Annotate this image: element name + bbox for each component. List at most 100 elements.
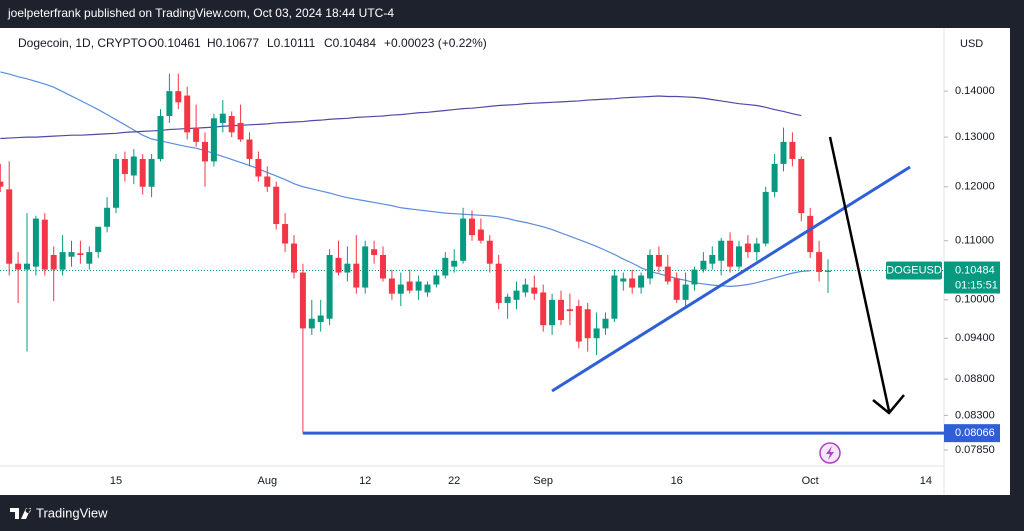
- candle-body: [566, 309, 573, 312]
- candle-body: [629, 278, 636, 288]
- candle-body: [255, 158, 262, 177]
- currency: USD: [960, 38, 983, 50]
- candle-body: [148, 158, 155, 187]
- candle-body: [540, 292, 547, 326]
- candle-body: [24, 263, 30, 270]
- candle-body: [184, 95, 191, 133]
- candle-body: [202, 141, 208, 162]
- candle-body: [477, 229, 484, 241]
- candle-body: [317, 315, 324, 322]
- candle-body: [175, 91, 182, 103]
- candle-body: [433, 275, 440, 285]
- candle-body: [424, 284, 431, 293]
- brand: TradingView: [10, 505, 108, 520]
- candle-body: [219, 113, 226, 123]
- y-tick-label: 0.12000: [955, 181, 995, 193]
- candle-body: [691, 269, 698, 285]
- candle-body: [130, 156, 137, 176]
- candle-body: [486, 240, 493, 264]
- high: H0.10677: [207, 36, 259, 50]
- y-tick-label: 0.11000: [955, 235, 994, 247]
- x-tick-label: Oct: [802, 475, 819, 487]
- candle-body: [798, 158, 805, 214]
- moving-average: [0, 71, 811, 287]
- candle-body: [6, 189, 13, 264]
- publisher: joelpeterfrank published on TradingView.…: [7, 6, 394, 20]
- candle-body: [228, 115, 235, 133]
- candle-body: [593, 328, 600, 339]
- candle-body: [95, 226, 102, 253]
- candle-body: [397, 284, 404, 294]
- candle-body: [113, 158, 119, 208]
- candle-body: [682, 284, 689, 300]
- candle-body: [59, 252, 66, 270]
- candle-body: [522, 284, 529, 293]
- candle-body: [816, 252, 823, 272]
- candle-body: [664, 266, 671, 282]
- candle-body: [451, 260, 458, 267]
- y-tick-label: 0.08800: [955, 373, 995, 385]
- candle-body: [380, 254, 386, 279]
- candle-body: [718, 240, 725, 261]
- x-tick-label: 16: [671, 475, 683, 487]
- candle-body: [362, 246, 369, 288]
- candle-body: [0, 181, 4, 187]
- x-tick-label: Aug: [258, 475, 278, 487]
- candle-body: [210, 118, 217, 162]
- candle-body: [139, 158, 146, 187]
- candle-body: [807, 215, 814, 253]
- candle-body: [780, 141, 787, 164]
- candle-body: [513, 290, 520, 300]
- candle-body: [744, 243, 751, 253]
- price-tag: [944, 261, 1000, 294]
- candle-body: [273, 186, 280, 225]
- brand-logo: [10, 508, 31, 519]
- y-tick-label: 0.09400: [955, 332, 995, 344]
- candle-body: [495, 263, 502, 303]
- open: O0.10461: [148, 36, 201, 50]
- candle-body: [727, 240, 734, 267]
- x-tick-label: 22: [448, 475, 460, 487]
- candle-body: [700, 260, 707, 270]
- candle-body: [157, 115, 164, 159]
- candle-body: [584, 309, 591, 339]
- candle-body: [736, 246, 742, 267]
- chart-background: [0, 28, 1010, 495]
- candle-body: [371, 249, 378, 255]
- candle-body: [406, 281, 413, 291]
- y-tick-label: 0.07850: [955, 444, 995, 456]
- candle-body: [558, 299, 564, 321]
- change: +0.00023 (+0.22%): [384, 36, 487, 50]
- candle-body: [611, 275, 618, 319]
- candle-body: [771, 163, 778, 192]
- price-tag-label: 0.10484: [955, 264, 995, 276]
- candle-body: [77, 253, 84, 255]
- candle-body: [264, 176, 271, 187]
- legend: Dogecoin, 1D, CRYPTO O0.10461 H0.10677 L…: [18, 36, 487, 50]
- countdown: 01:15:51: [955, 279, 998, 291]
- candle-body: [86, 252, 93, 264]
- candle-body: [299, 272, 306, 329]
- candle-body: [549, 299, 556, 326]
- candle-body: [246, 139, 253, 159]
- candle-body: [121, 158, 128, 174]
- y-tick-label: 0.08300: [955, 409, 995, 421]
- candle-body: [762, 191, 769, 244]
- candle-body: [504, 296, 511, 303]
- candle-body: [460, 218, 467, 261]
- y-tick-label: 0.14000: [955, 85, 995, 97]
- brand-name: TradingView: [36, 505, 108, 520]
- symbol-tag-label: DOGEUSD: [886, 264, 942, 276]
- candle-body: [825, 270, 831, 272]
- candle-body: [638, 275, 645, 288]
- x-tick-label: 14: [920, 475, 932, 487]
- event-icon-bolt: [826, 446, 834, 460]
- symbol: Dogecoin, 1D, CRYPTO: [18, 36, 147, 50]
- candle-body: [753, 243, 760, 253]
- moving-average: [0, 95, 802, 140]
- candle-body: [193, 127, 200, 142]
- x-tick-label: 15: [110, 475, 122, 487]
- candle-body: [15, 263, 22, 270]
- candle-body: [575, 306, 582, 342]
